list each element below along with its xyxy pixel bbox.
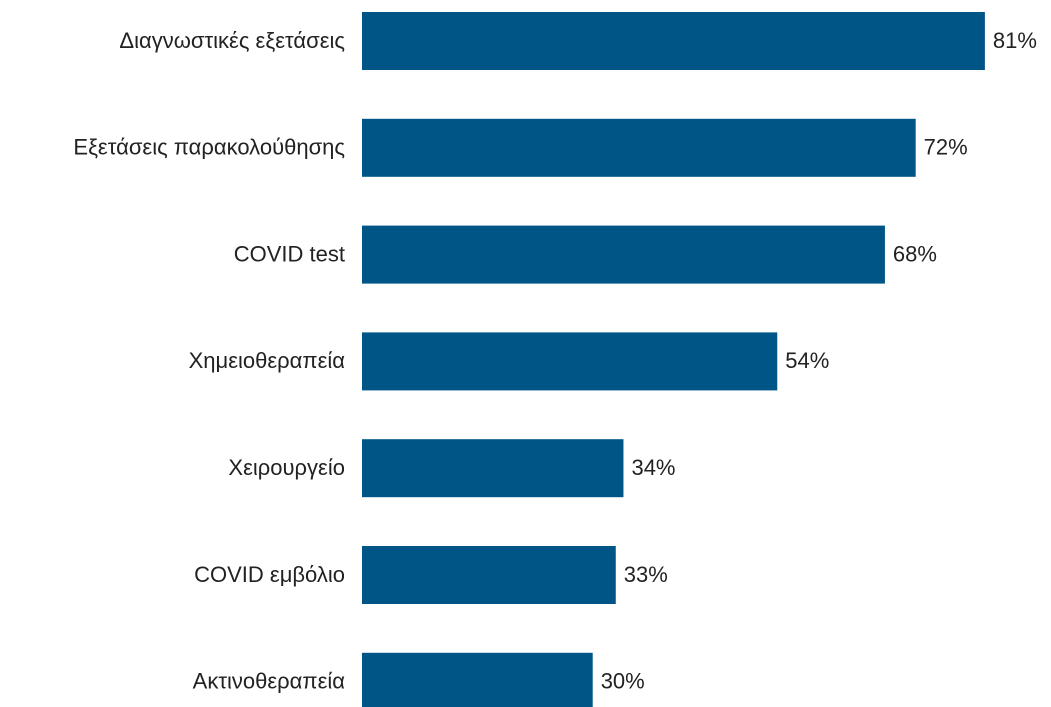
value-label: 30%: [601, 669, 645, 694]
bar: [362, 332, 778, 391]
value-label: 34%: [631, 455, 675, 480]
value-label: 81%: [993, 28, 1037, 53]
value-label: 54%: [785, 348, 829, 373]
value-label: 33%: [624, 562, 668, 587]
bar: [362, 12, 985, 70]
bar: [362, 546, 616, 604]
bar: [362, 118, 916, 177]
bar: [362, 225, 885, 284]
category-label: Ακτινοθεραπεία: [193, 669, 346, 694]
category-label: Χειρουργείο: [228, 455, 345, 480]
category-label: COVID εμβόλιο: [194, 562, 345, 587]
bar: [362, 652, 593, 707]
value-label: 72%: [924, 135, 968, 160]
category-label: Χημειοθεραπεία: [189, 348, 346, 373]
value-label: 68%: [893, 241, 937, 266]
category-label: Διαγνωστικές εξετάσεις: [119, 28, 345, 53]
bar: [362, 439, 624, 498]
category-label: Εξετάσεις παρακολούθησης: [73, 135, 345, 160]
category-label: COVID test: [234, 241, 345, 266]
